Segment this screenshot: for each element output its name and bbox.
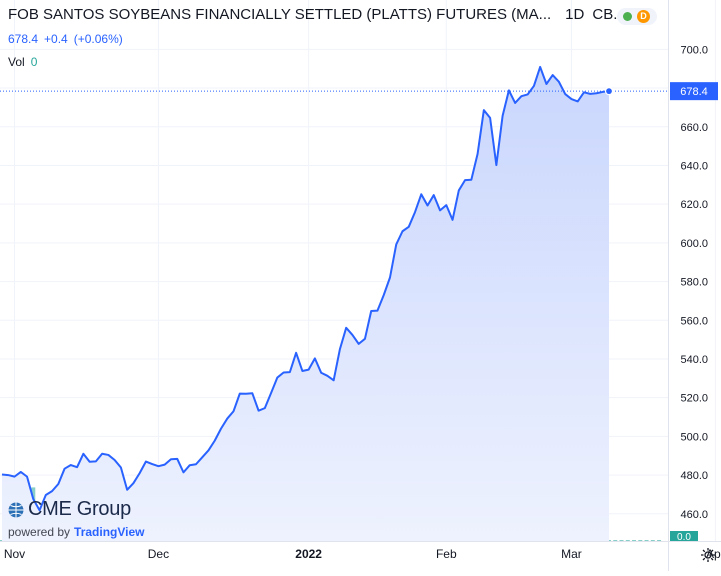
- volume-axis-label-bg: [670, 531, 698, 541]
- y-tick-label: 560.0: [680, 315, 708, 327]
- volume-axis-label: 0.0: [677, 532, 691, 543]
- volume-bar: [613, 540, 618, 541]
- y-tick-label: 660.0: [680, 122, 708, 134]
- volume-bar: [625, 540, 630, 541]
- x-tick-label: Mar: [561, 547, 582, 561]
- price-change: +0.4: [44, 32, 68, 46]
- delayed-data-icon: D: [637, 10, 650, 23]
- y-tick-label: 520.0: [680, 393, 708, 405]
- y-tick-label: 700.0: [680, 44, 708, 56]
- price-change-pct: (+0.06%): [73, 32, 123, 46]
- volume-bar: [638, 540, 643, 541]
- volume-bar: [632, 540, 637, 541]
- volume-value: 0: [30, 55, 38, 69]
- last-point-marker[interactable]: [604, 87, 614, 96]
- y-tick-label: 580.0: [680, 277, 708, 289]
- price-area-fill: [2, 66, 609, 542]
- cme-logo[interactable]: CME Group powered by TradingView: [8, 498, 145, 539]
- symbol-name: FOB SANTOS SOYBEANS FINANCIALLY SETTLED …: [8, 6, 552, 23]
- x-tick-label: Feb: [436, 547, 457, 561]
- last-price: 678.4: [8, 32, 39, 46]
- status-dot-icon: [623, 12, 632, 21]
- y-tick-label: 620.0: [680, 199, 708, 211]
- volume-bar: [650, 540, 655, 541]
- quote-line: 678.4 +0.4 (+0.06%): [8, 32, 129, 46]
- last-price-axis-label: 678.4: [680, 86, 708, 98]
- volume-bar: [619, 540, 624, 541]
- y-tick-label: 540.0: [680, 354, 708, 366]
- chart-title: FOB SANTOS SOYBEANS FINANCIALLY SETTLED …: [8, 6, 626, 23]
- last-price-label-bg: [670, 82, 718, 101]
- powered-by: powered by TradingView: [8, 525, 145, 539]
- y-tick-label: 480.0: [680, 470, 708, 482]
- powered-by-label: powered by: [8, 525, 71, 539]
- gear-icon[interactable]: [700, 547, 716, 563]
- x-tick-label: 2022: [295, 547, 322, 561]
- y-tick-label: 500.0: [680, 431, 708, 443]
- volume-bar: [644, 540, 649, 541]
- y-tick-label: 600.0: [680, 238, 708, 250]
- logo-text: CME Group: [28, 498, 131, 520]
- x-tick-label: Nov: [4, 547, 25, 561]
- volume-label: Vol: [8, 55, 25, 69]
- globe-icon: [8, 502, 24, 517]
- x-tick-label: Dec: [148, 547, 169, 561]
- volume-legend: Vol 0: [8, 55, 37, 69]
- price-line[interactable]: [1, 65, 610, 512]
- y-tick-label: 460.0: [680, 509, 708, 521]
- volume-bar: [657, 540, 662, 541]
- y-tick-label: 640.0: [680, 160, 708, 172]
- timeframe-label[interactable]: 1D: [565, 6, 585, 23]
- tradingview-link[interactable]: TradingView: [74, 525, 145, 539]
- market-status-badge[interactable]: D: [617, 8, 657, 25]
